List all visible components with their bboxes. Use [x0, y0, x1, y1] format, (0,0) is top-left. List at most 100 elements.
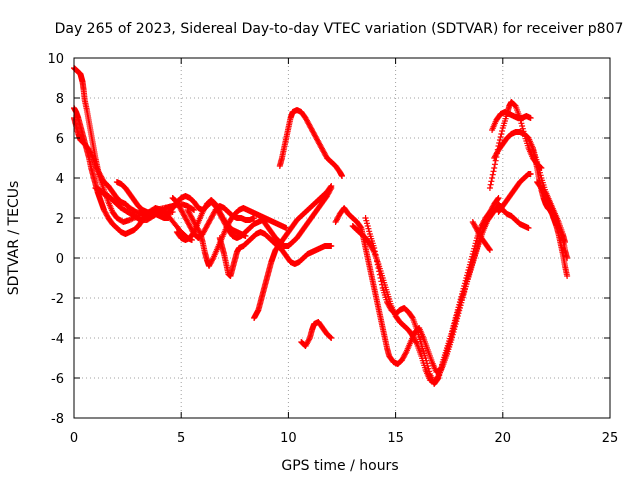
data-point — [375, 265, 382, 271]
data-point — [378, 278, 385, 285]
data-point — [425, 365, 432, 372]
data-point — [488, 178, 495, 185]
data-point — [518, 120, 525, 127]
data-point — [525, 225, 532, 231]
axis-ticks — [73, 57, 611, 419]
y-tick-labels: -8 -6 -4 -2 0 2 4 6 8 10 — [47, 52, 64, 427]
data-point — [471, 245, 478, 252]
plot-frame — [73, 57, 611, 419]
data-point — [458, 293, 465, 300]
data-point — [527, 171, 534, 177]
data-point — [374, 258, 381, 265]
y-tick-label-0: -8 — [51, 412, 64, 427]
data-point — [491, 165, 498, 171]
data-point — [283, 225, 290, 231]
y-axis-label: SDTVAR / TECUs — [6, 181, 22, 296]
data-point — [461, 283, 468, 289]
data-point — [465, 267, 472, 273]
data-point — [473, 237, 480, 244]
data-point — [486, 185, 493, 191]
data-point — [471, 243, 478, 249]
data-point — [499, 128, 506, 134]
series-12 — [276, 107, 345, 179]
data-point — [364, 223, 371, 229]
data-point — [377, 275, 384, 281]
x-axis-label: GPS time / hours — [281, 458, 398, 474]
grid-lines — [74, 58, 610, 418]
data-point — [426, 368, 433, 375]
data-point — [306, 336, 313, 343]
data-point — [486, 210, 493, 216]
data-point — [461, 280, 468, 287]
y-tick-label-9: 10 — [47, 52, 64, 67]
data-point — [374, 261, 381, 268]
data-point — [435, 375, 442, 381]
y-tick-label-3: -2 — [51, 292, 64, 307]
data-point — [457, 296, 464, 303]
x-tick-label-4: 20 — [495, 431, 512, 446]
data-point — [469, 251, 476, 257]
series-18 — [486, 99, 545, 191]
series-24 — [534, 179, 571, 261]
data-point — [463, 275, 470, 281]
y-tick-label-4: 0 — [56, 252, 64, 267]
data-point — [527, 115, 534, 121]
x-tick-label-2: 10 — [280, 431, 297, 446]
data-point — [366, 228, 373, 235]
data-point — [436, 372, 443, 379]
x-tick-label-5: 25 — [602, 431, 619, 446]
series-22 — [495, 201, 532, 231]
data-point — [189, 206, 196, 213]
data-point — [89, 153, 96, 160]
data-point — [494, 196, 501, 202]
data-point — [519, 123, 526, 129]
data-point — [423, 357, 430, 364]
data-point — [437, 367, 444, 373]
data-point — [564, 255, 571, 261]
data-point — [453, 312, 460, 319]
data-point — [487, 181, 494, 188]
data-point — [489, 175, 496, 181]
data-point — [449, 328, 456, 335]
data-point — [339, 173, 345, 179]
data-point — [467, 259, 474, 265]
y-tick-label-5: 2 — [56, 212, 64, 227]
y-tick-label-2: -4 — [51, 332, 64, 347]
y-tick-label-8: 8 — [56, 92, 64, 107]
data-point — [191, 207, 198, 213]
data-point — [364, 220, 371, 227]
data-point — [462, 277, 469, 284]
data-point — [498, 131, 505, 137]
y-tick-label-1: -6 — [51, 372, 64, 387]
data-point — [451, 320, 458, 327]
data-point — [486, 247, 493, 253]
data-point — [242, 233, 249, 239]
data-point — [434, 376, 441, 382]
data-point — [491, 161, 498, 168]
data-point — [496, 137, 503, 143]
data-point — [472, 240, 479, 247]
data-point — [451, 317, 458, 324]
data-point — [449, 325, 456, 332]
data-point — [459, 288, 466, 295]
data-point — [486, 246, 493, 252]
data-point — [454, 309, 461, 316]
data-point — [439, 361, 446, 368]
data-point — [373, 255, 380, 261]
data-point — [328, 243, 335, 249]
data-point — [363, 217, 370, 224]
data-point — [328, 185, 335, 191]
data-point — [424, 360, 431, 367]
data-point — [452, 315, 459, 321]
data-point — [196, 229, 203, 236]
series-19 — [489, 109, 534, 133]
data-point — [456, 299, 463, 305]
series-11 — [259, 185, 335, 249]
series-4 — [113, 179, 172, 221]
data-point — [489, 171, 496, 178]
data-points — [71, 65, 571, 387]
series-16 — [362, 209, 493, 387]
data-point — [424, 363, 431, 369]
series-6 — [169, 195, 258, 241]
